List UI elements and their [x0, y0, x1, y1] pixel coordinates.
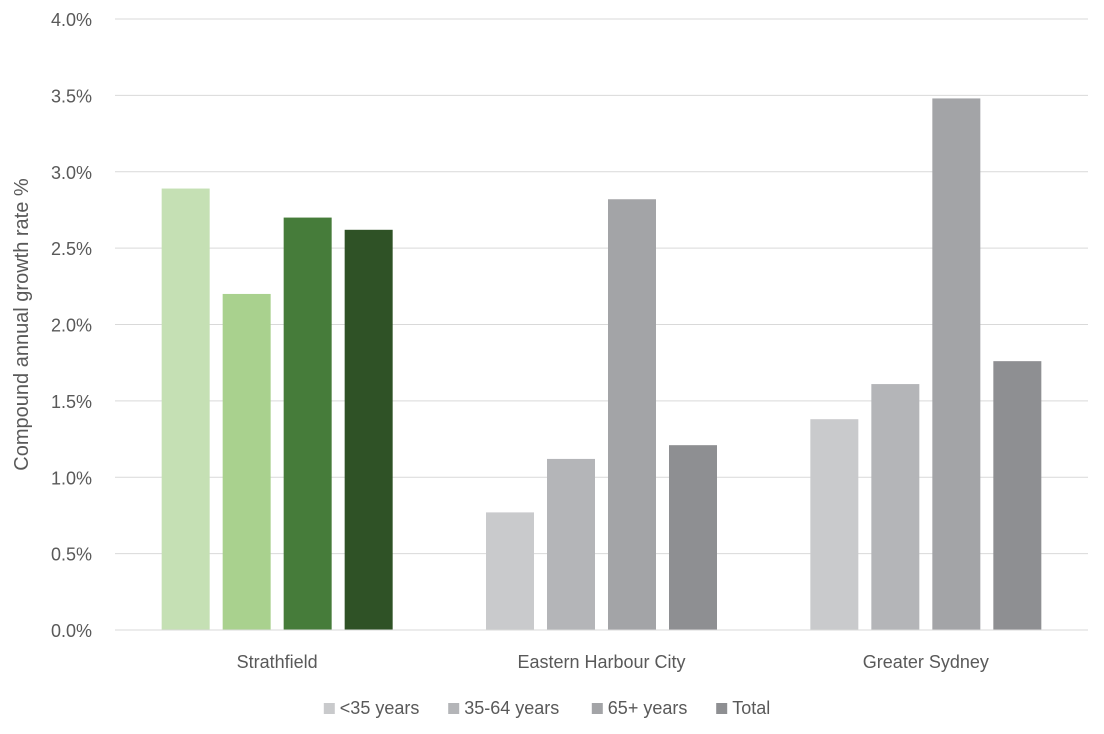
y-tick-label: 1.0% [51, 468, 92, 488]
legend-label: 65+ years [608, 698, 688, 718]
bar-2-0 [810, 419, 859, 630]
legend-swatch [448, 703, 460, 714]
y-axis-ticks: 0.0% 0.5% 1.0% 1.5% 2.0% 2.5% 3.0% 3.5% 4.0% [51, 10, 92, 641]
legend-swatch [323, 703, 335, 714]
gridlines [115, 18, 1088, 555]
legend-label: <35 years [340, 698, 420, 718]
y-tick-label: 0.0% [51, 621, 92, 641]
bar-0-0 [161, 188, 210, 631]
y-tick-label: 0.5% [51, 545, 92, 565]
bar-0-1 [222, 293, 271, 630]
legend: <35 years 35-64 years 65+ years Total [323, 698, 770, 718]
legend-swatch [591, 703, 603, 714]
x-tick-label: Greater Sydney [863, 652, 989, 672]
legend-label: 35-64 years [464, 698, 559, 718]
bar-1-3 [669, 445, 717, 630]
x-tick-label: Eastern Harbour City [517, 652, 685, 672]
legend-swatch [716, 703, 728, 714]
bar-0-3 [344, 229, 393, 631]
legend-label: Total [732, 698, 770, 718]
bar-2-2 [932, 98, 981, 631]
y-tick-label: 2.5% [51, 239, 92, 259]
x-axis-ticks: Strathfield Eastern Harbour City Greater S… [237, 652, 989, 672]
bar-1-2 [608, 199, 656, 630]
y-tick-label: 2.0% [51, 316, 92, 336]
bar-2-1 [871, 384, 920, 630]
bars [161, 98, 1042, 631]
bar-1-1 [547, 458, 595, 630]
y-tick-label: 3.0% [51, 163, 92, 183]
y-axis-label: Compound annual growth rate % [11, 178, 33, 471]
y-tick-label: 3.5% [51, 86, 92, 106]
y-tick-label: 4.0% [51, 10, 92, 30]
x-tick-label: Strathfield [237, 652, 318, 672]
bar-0-2 [283, 217, 332, 630]
bar-1-0 [486, 512, 534, 630]
y-tick-label: 1.5% [51, 392, 92, 412]
bar-2-3 [993, 361, 1042, 630]
